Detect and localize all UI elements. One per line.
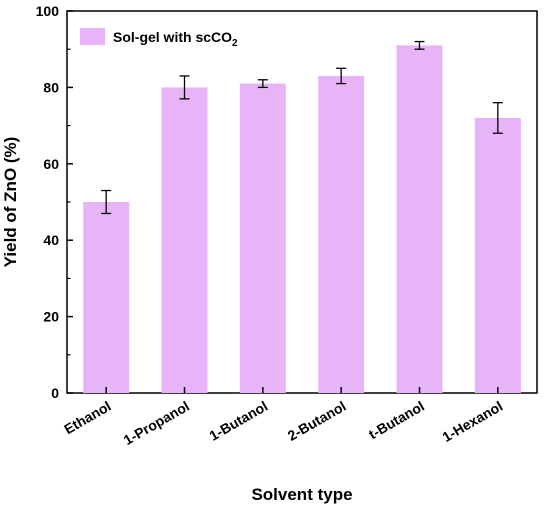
y-axis: 0 20 40 60 80 100 <box>36 3 73 401</box>
bar-1-butanol <box>239 83 286 393</box>
x-tick-label: Ethanol <box>61 398 113 438</box>
y-axis-title: Yield of ZnO (%) <box>1 137 20 268</box>
bar-1-propanol <box>161 87 208 394</box>
legend-label: Sol-gel with scCO2 <box>113 29 238 49</box>
plot-frame <box>66 10 538 394</box>
x-tick-label: 1-Butanol <box>206 398 270 444</box>
bar-2-butanol <box>318 75 365 393</box>
x-axis-title: Solvent type <box>251 485 352 504</box>
bar-ethanol <box>83 202 130 393</box>
x-tick-label: 1-Hexanol <box>439 398 505 445</box>
error-bars-layer <box>101 40 503 215</box>
bar-1-hexanol <box>474 117 521 394</box>
legend-swatch <box>80 28 105 45</box>
y-tick-label: 60 <box>43 156 59 172</box>
bar-t-butanol <box>396 45 443 393</box>
x-tick-label: 2-Butanol <box>285 398 349 444</box>
x-tick-label: 1-Propanol <box>121 398 192 448</box>
y-tick-label: 80 <box>43 79 59 95</box>
bars-layer <box>83 45 521 394</box>
x-tick-label: t-Butanol <box>366 398 427 443</box>
y-tick-label: 0 <box>51 385 59 401</box>
legend-label-main: Sol-gel with scCO <box>113 29 232 45</box>
legend: Sol-gel with scCO2 <box>80 28 238 49</box>
legend-label-subscript: 2 <box>232 38 238 49</box>
y-tick-label: 20 <box>43 309 59 325</box>
y-tick-label: 40 <box>43 232 59 248</box>
x-axis: Ethanol 1-Propanol 1-Butanol 2-Butanol t-But… <box>61 387 505 448</box>
y-tick-label: 100 <box>36 3 60 19</box>
